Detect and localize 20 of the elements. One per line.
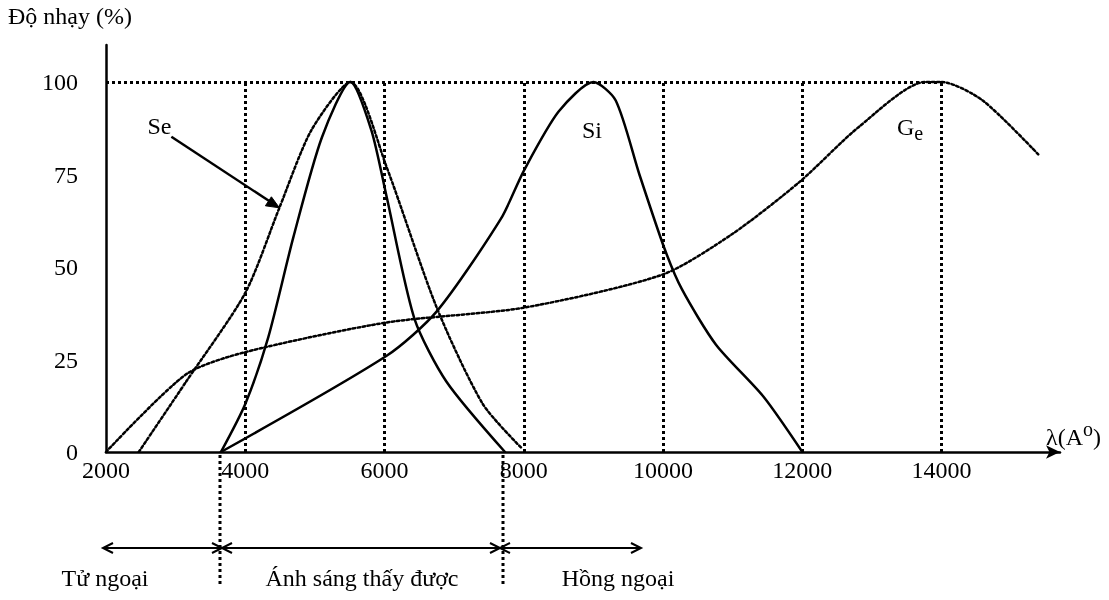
x-axis-title: λ(A$^{o}$) bbox=[1046, 417, 1101, 451]
x-tick-label: 2000 bbox=[82, 457, 130, 483]
x-tick-label: 6000 bbox=[360, 457, 409, 483]
annotation: G$_{e}$ bbox=[896, 112, 924, 147]
y-tick-label: 0 bbox=[66, 439, 78, 465]
y-tick-label: 50 bbox=[54, 254, 78, 280]
y-tick-label: 100 bbox=[42, 69, 78, 95]
y-axis-title: Độ nhạy (%) bbox=[8, 2, 132, 30]
x-tick-label: 14000 bbox=[911, 457, 972, 483]
text: Tử ngoại bbox=[61, 564, 149, 592]
annotation: Se bbox=[147, 111, 172, 140]
annotation: Si bbox=[581, 116, 603, 144]
x-tick-label: 10000 bbox=[633, 457, 694, 483]
y-tick-label: 75 bbox=[54, 161, 78, 188]
text: Ánh sáng thấy được bbox=[265, 564, 459, 592]
x-tick-label: 4000 bbox=[221, 457, 270, 483]
x-tick-label: 12000 bbox=[772, 457, 833, 483]
y-tick-label: 25 bbox=[54, 346, 78, 373]
x-tick-label: 8000 bbox=[499, 457, 548, 483]
text: Hồng ngoại bbox=[561, 564, 675, 592]
